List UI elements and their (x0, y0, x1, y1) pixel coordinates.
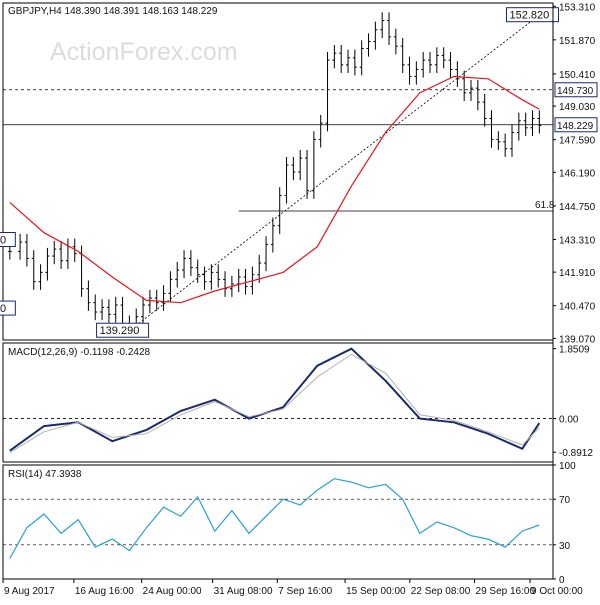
macd-signal-line (9, 353, 540, 454)
annotation-label: 140.240 (0, 303, 6, 315)
watermark: ActionForex.com (50, 38, 238, 66)
annotation-label: 139.290 (100, 325, 140, 337)
macd-ytick-label: -0.8912 (559, 448, 593, 459)
price-ytick-label: 141.910 (559, 268, 596, 279)
axes-layer: 153.310 151.870 150.410 149.030 147.590 146.1… (2, 2, 598, 597)
price-ytick-label: 150.410 (559, 70, 596, 81)
price-ytick-label: 149.030 (559, 102, 596, 113)
price-ytick-label: 140.470 (559, 302, 596, 313)
price-ytick-label: 151.870 (559, 36, 596, 47)
annotation-box (96, 322, 150, 338)
rsi-ytick-label: 30 (559, 541, 571, 552)
x-tick-label: 7 Sep 16:00 (278, 586, 332, 597)
price-ytick-label: 144.750 (559, 202, 596, 213)
macd-ytick-label: 0.00 (559, 415, 579, 426)
annotation-box (506, 7, 560, 23)
macd-title: MACD(12,26,9) -0.1198 -0.2428 (8, 347, 151, 358)
macd-line (9, 347, 541, 452)
rsi-line (9, 478, 540, 559)
x-tick-label: 16 Aug 16:00 (75, 586, 134, 597)
moving-average-line (9, 75, 540, 304)
macd-ytick-label: 1.8509 (559, 345, 590, 356)
last-price-label: 148.229 (557, 121, 594, 132)
rsi-ytick-label: 70 (559, 495, 571, 506)
rsi-ytick-label: 0 (559, 575, 565, 586)
x-tick-label: 9 Aug 2017 (4, 586, 55, 597)
price-ytick-label: 139.070 (559, 334, 596, 345)
last-price-box (554, 117, 598, 133)
fib-level-label: 61.8 (535, 200, 555, 211)
annotation-label: 143.180 (0, 235, 6, 247)
price-ytick-label: 153.310 (559, 2, 596, 13)
level-price-label: 149.730 (557, 86, 594, 97)
level-price-box (554, 82, 598, 98)
x-tick-label: 29 Sep 16:00 (476, 586, 536, 597)
rsi-title: RSI(14) 47.3938 (8, 469, 82, 480)
x-tick-label: 15 Sep 00:00 (346, 586, 406, 597)
x-tick-label: 31 Aug 08:00 (214, 586, 273, 597)
price-ytick-label: 143.310 (559, 235, 596, 246)
x-tick-label: 24 Aug 00:00 (143, 586, 202, 597)
price-ytick-label: 146.190 (559, 168, 596, 179)
annotation-label: 152.820 (510, 10, 550, 22)
price-title: GBPJPY,H4 148.390 148.391 148.163 148.22… (8, 6, 218, 17)
annotation-box (0, 300, 16, 316)
rsi-ytick-label: 100 (559, 461, 576, 472)
price-panel: 61.8152.820146.920139.290143.180140.240G… (0, 2, 560, 341)
annotation-box (0, 232, 16, 248)
price-ytick-label: 147.590 (559, 136, 596, 147)
x-tick-label: 22 Sep 08:00 (411, 586, 471, 597)
x-tick-label: 9 Oct 00:00 (531, 586, 583, 597)
